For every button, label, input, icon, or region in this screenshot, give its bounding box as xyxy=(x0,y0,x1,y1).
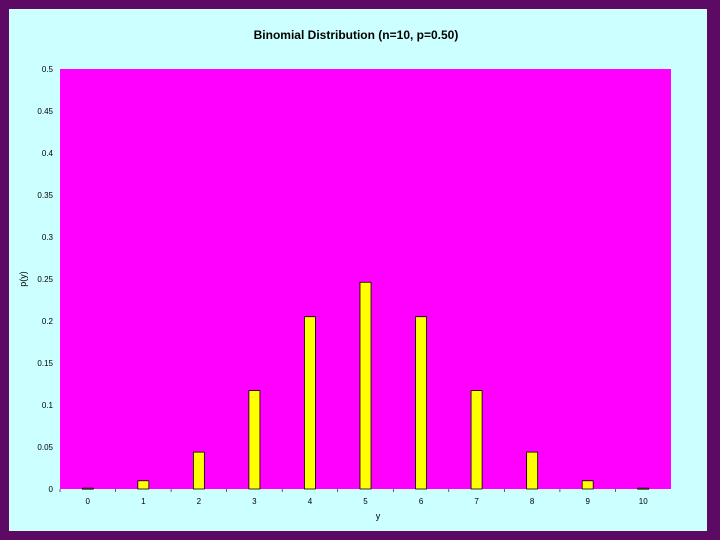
bar xyxy=(415,316,427,490)
y-tick-label: 0.25 xyxy=(37,275,53,284)
x-tick-label: 2 xyxy=(197,497,202,506)
x-tick-label: 8 xyxy=(530,497,535,506)
x-tick-label: 6 xyxy=(419,497,424,506)
bar xyxy=(359,281,372,490)
chart-background: Binomial Distribution (n=10, p=0.50) 0 0.… xyxy=(9,9,707,531)
x-tick-label: 10 xyxy=(639,497,648,506)
y-tick-label: 0.5 xyxy=(42,65,54,74)
y-tick-label: 0.05 xyxy=(37,443,53,452)
x-tick-label: 5 xyxy=(363,497,368,506)
y-tick-label: 0.2 xyxy=(42,317,54,326)
bar xyxy=(526,451,539,490)
y-tick-label: 0.4 xyxy=(42,149,54,158)
bar xyxy=(192,451,205,490)
y-axis-label: p(y) xyxy=(18,271,28,287)
bar xyxy=(81,487,94,490)
x-tick-label: 0 xyxy=(86,497,91,506)
bar xyxy=(470,390,483,490)
y-tick-label: 0 xyxy=(49,485,54,494)
chart-title: Binomial Distribution (n=10, p=0.50) xyxy=(254,28,459,42)
bar xyxy=(581,480,594,490)
x-axis-label: y xyxy=(376,511,381,521)
y-tick-label: 0.15 xyxy=(37,359,53,368)
bar xyxy=(137,480,150,490)
y-tick-label: 0.35 xyxy=(37,191,53,200)
x-tick-label: 7 xyxy=(474,497,479,506)
bar xyxy=(637,487,650,490)
x-tick-label: 1 xyxy=(141,497,146,506)
x-tick-label: 3 xyxy=(252,497,257,506)
bar xyxy=(248,390,261,490)
y-tick-label: 0.1 xyxy=(42,401,54,410)
x-tick-label: 4 xyxy=(308,497,313,506)
chart: Binomial Distribution (n=10, p=0.50) 0 0.… xyxy=(18,28,671,521)
y-tick-label: 0.3 xyxy=(42,233,54,242)
x-tick-label: 9 xyxy=(585,497,590,506)
bar xyxy=(304,316,316,490)
y-tick-label: 0.45 xyxy=(37,107,53,116)
